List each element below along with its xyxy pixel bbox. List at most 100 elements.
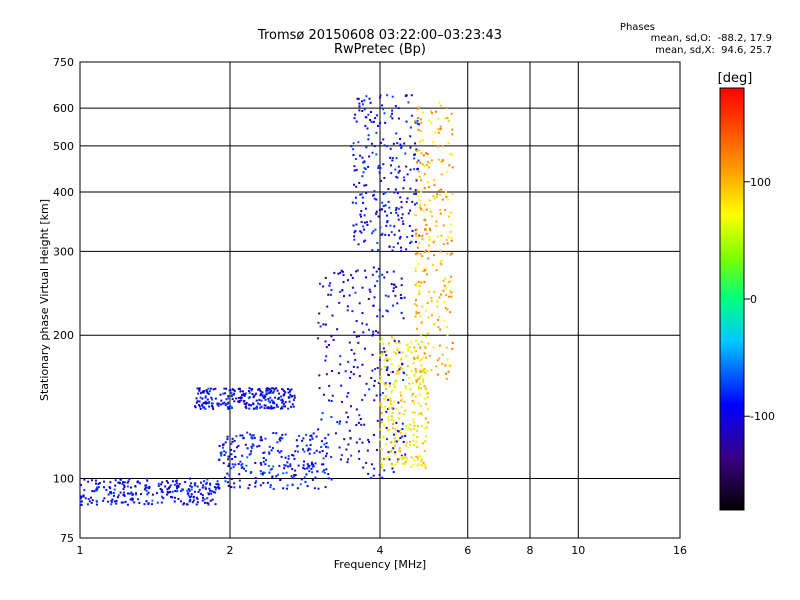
- data-point: [378, 308, 381, 311]
- data-point: [374, 228, 377, 231]
- data-point: [211, 498, 214, 501]
- data-point: [412, 463, 415, 466]
- data-point: [95, 489, 98, 492]
- data-point: [232, 466, 235, 469]
- data-point: [372, 474, 375, 477]
- data-point: [360, 215, 363, 218]
- data-point: [407, 426, 410, 429]
- data-point: [446, 358, 449, 361]
- data-point: [279, 479, 282, 482]
- data-point: [370, 463, 373, 466]
- data-point: [325, 442, 328, 445]
- data-point: [231, 437, 234, 440]
- data-point: [218, 444, 221, 447]
- data-point: [186, 503, 189, 506]
- data-point: [418, 289, 421, 292]
- data-point: [269, 388, 272, 391]
- data-point: [248, 391, 251, 394]
- data-point: [420, 341, 423, 344]
- data-point: [287, 407, 290, 410]
- data-point: [352, 154, 355, 157]
- data-point: [204, 402, 207, 405]
- data-point: [90, 496, 93, 499]
- data-point: [267, 389, 270, 392]
- data-point: [82, 495, 85, 498]
- data-point: [412, 427, 415, 430]
- data-point: [386, 220, 389, 223]
- data-point: [386, 221, 389, 224]
- data-point: [330, 416, 333, 419]
- data-point: [360, 423, 363, 426]
- data-point: [161, 491, 164, 494]
- data-point: [380, 467, 383, 470]
- data-point: [423, 187, 426, 190]
- data-point: [420, 190, 423, 193]
- data-point: [377, 381, 380, 384]
- data-point: [410, 94, 413, 97]
- data-point: [356, 97, 359, 100]
- data-point: [361, 100, 364, 103]
- data-point: [387, 407, 390, 410]
- data-point: [425, 152, 428, 155]
- data-point: [263, 451, 266, 454]
- data-point: [133, 501, 136, 504]
- data-point: [433, 131, 436, 134]
- data-point: [365, 382, 368, 385]
- data-point: [423, 173, 426, 176]
- data-point: [427, 186, 430, 189]
- data-point: [392, 433, 395, 436]
- data-point: [225, 398, 228, 401]
- data-point: [220, 399, 223, 402]
- data-point: [417, 170, 420, 173]
- data-point: [157, 484, 160, 487]
- data-point: [363, 99, 366, 102]
- data-point: [277, 449, 280, 452]
- data-point: [262, 482, 265, 485]
- data-point: [367, 472, 370, 475]
- data-point: [403, 462, 406, 465]
- data-point: [310, 461, 313, 464]
- data-point: [199, 492, 202, 495]
- data-point: [138, 501, 141, 504]
- data-point: [325, 373, 328, 376]
- data-point: [95, 503, 98, 506]
- data-point: [359, 154, 362, 157]
- data-point: [259, 439, 262, 442]
- data-point: [294, 450, 297, 453]
- data-point: [334, 432, 337, 435]
- data-point: [109, 481, 112, 484]
- data-point: [417, 195, 420, 198]
- data-point: [383, 144, 386, 147]
- data-point: [214, 503, 217, 506]
- data-point: [416, 188, 419, 191]
- data-point: [87, 480, 90, 483]
- data-point: [144, 486, 147, 489]
- data-point: [264, 463, 267, 466]
- data-point: [418, 376, 421, 379]
- data-point: [352, 142, 355, 145]
- data-point: [394, 428, 397, 431]
- data-point: [324, 340, 327, 343]
- data-point: [242, 436, 245, 439]
- data-point: [205, 482, 208, 485]
- data-point: [430, 297, 433, 300]
- data-point: [398, 138, 401, 141]
- data-point: [379, 340, 382, 343]
- data-point: [438, 315, 441, 318]
- data-point: [436, 305, 439, 308]
- data-point: [361, 156, 364, 159]
- data-point: [80, 503, 83, 506]
- data-point: [430, 159, 433, 162]
- data-point: [440, 173, 443, 176]
- colorbar-tick-label: 0: [750, 293, 757, 306]
- data-point: [414, 142, 417, 145]
- data-point: [423, 164, 426, 167]
- data-point: [409, 443, 412, 446]
- data-point: [418, 393, 421, 396]
- data-point: [389, 371, 392, 374]
- data-point: [277, 397, 280, 400]
- data-point: [256, 402, 259, 405]
- data-point: [126, 485, 129, 488]
- data-point: [415, 177, 418, 180]
- data-point: [357, 341, 360, 344]
